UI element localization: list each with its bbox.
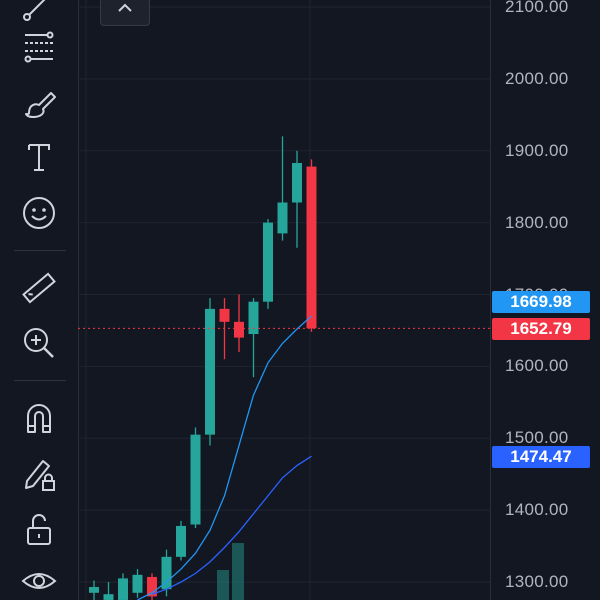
- brush-tool[interactable]: [14, 80, 64, 126]
- chart-pane[interactable]: [78, 0, 490, 600]
- magnet-tool-icon: [27, 404, 51, 433]
- volume-bar: [217, 570, 229, 600]
- ma-slow-price-tag: 1474.47: [492, 445, 590, 468]
- candle-body: [205, 308, 215, 435]
- candle-body: [147, 576, 157, 597]
- chevron-up-icon: [118, 3, 132, 12]
- unlock-tool[interactable]: [14, 506, 64, 552]
- candle-body: [292, 162, 302, 203]
- volume-bar: [232, 543, 244, 600]
- toolbar-divider: [14, 380, 66, 381]
- price-axis-label: 2100.00: [505, 0, 569, 16]
- candle-body: [190, 434, 201, 525]
- candle-body: [89, 587, 99, 593]
- hide-drawings-eye-icon: [21, 573, 57, 589]
- ma-fast-line: [137, 315, 312, 600]
- emoji-tool-icon: [23, 197, 55, 229]
- candle-body: [277, 202, 288, 234]
- candle-body: [219, 308, 230, 322]
- price-axis-label: 2000.00: [505, 68, 569, 88]
- candle-body: [234, 321, 244, 338]
- emoji-tool[interactable]: [14, 190, 64, 236]
- candle-body: [248, 301, 259, 335]
- candle-body: [306, 166, 317, 329]
- candle-body: [132, 574, 143, 593]
- price-axis-label: 1900.00: [505, 140, 569, 160]
- candle-body: [176, 525, 186, 557]
- ruler-tool-icon: [22, 272, 56, 304]
- fib-retracement-tool-icon: [24, 31, 54, 63]
- candlestick-chart[interactable]: [78, 0, 490, 600]
- ruler-tool[interactable]: [14, 265, 64, 311]
- price-axis-label: 1500.00: [505, 428, 569, 448]
- last-price-tag: 1652.79: [492, 318, 590, 340]
- fib-retracement-tool[interactable]: [14, 24, 64, 70]
- lock-drawings-tool-icon: [25, 460, 55, 491]
- brush-tool-icon: [25, 92, 56, 118]
- candle-body: [118, 578, 128, 600]
- candle-body: [263, 222, 273, 302]
- ma-fast-price-tag: 1669.98: [492, 291, 590, 313]
- zoom-in-tool[interactable]: [14, 320, 64, 366]
- candle-body: [103, 594, 114, 600]
- price-axis-label: 1600.00: [505, 356, 569, 376]
- toolbar-divider: [14, 250, 66, 251]
- candle-body: [161, 556, 172, 590]
- ma-slow-line: [151, 455, 312, 595]
- magnet-tool[interactable]: [14, 395, 64, 441]
- drawing-toolbar: [0, 0, 79, 600]
- hide-drawings-tool[interactable]: [14, 558, 64, 600]
- text-tool-icon: [28, 144, 50, 171]
- price-axis-label: 1400.00: [505, 500, 569, 520]
- text-tool[interactable]: [14, 134, 64, 180]
- trend-line-tool-icon: [23, 0, 46, 21]
- zoom-in-tool-icon: [24, 328, 54, 358]
- collapse-button[interactable]: [100, 0, 150, 26]
- unlock-tool-icon: [27, 514, 51, 545]
- price-axis-label: 1800.00: [505, 212, 569, 232]
- price-axis-label: 1300.00: [505, 572, 569, 591]
- trend-line-tool[interactable]: [14, 0, 64, 28]
- lock-drawings-tool[interactable]: [14, 450, 64, 496]
